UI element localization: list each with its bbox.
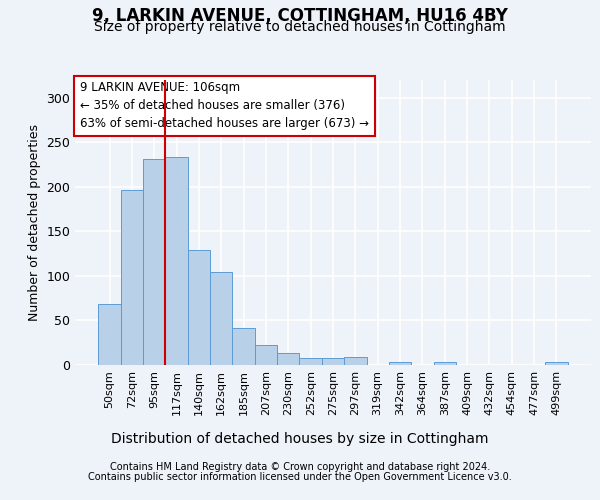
Text: 9, LARKIN AVENUE, COTTINGHAM, HU16 4BY: 9, LARKIN AVENUE, COTTINGHAM, HU16 4BY <box>92 8 508 26</box>
Text: Contains HM Land Registry data © Crown copyright and database right 2024.: Contains HM Land Registry data © Crown c… <box>110 462 490 472</box>
Bar <box>277 354 299 365</box>
Bar <box>322 358 344 365</box>
Bar <box>143 160 166 365</box>
Bar <box>121 190 143 365</box>
Text: Distribution of detached houses by size in Cottingham: Distribution of detached houses by size … <box>111 432 489 446</box>
Bar <box>232 328 255 365</box>
Bar <box>166 156 188 365</box>
Bar <box>98 304 121 365</box>
Bar <box>299 358 322 365</box>
Bar <box>389 362 411 365</box>
Bar <box>434 362 456 365</box>
Bar <box>255 344 277 365</box>
Text: 9 LARKIN AVENUE: 106sqm
← 35% of detached houses are smaller (376)
63% of semi-d: 9 LARKIN AVENUE: 106sqm ← 35% of detache… <box>80 82 369 130</box>
Bar <box>344 357 367 365</box>
Y-axis label: Number of detached properties: Number of detached properties <box>28 124 41 321</box>
Bar <box>545 362 568 365</box>
Bar <box>188 250 210 365</box>
Text: Size of property relative to detached houses in Cottingham: Size of property relative to detached ho… <box>94 20 506 34</box>
Text: Contains public sector information licensed under the Open Government Licence v3: Contains public sector information licen… <box>88 472 512 482</box>
Bar <box>210 272 232 365</box>
